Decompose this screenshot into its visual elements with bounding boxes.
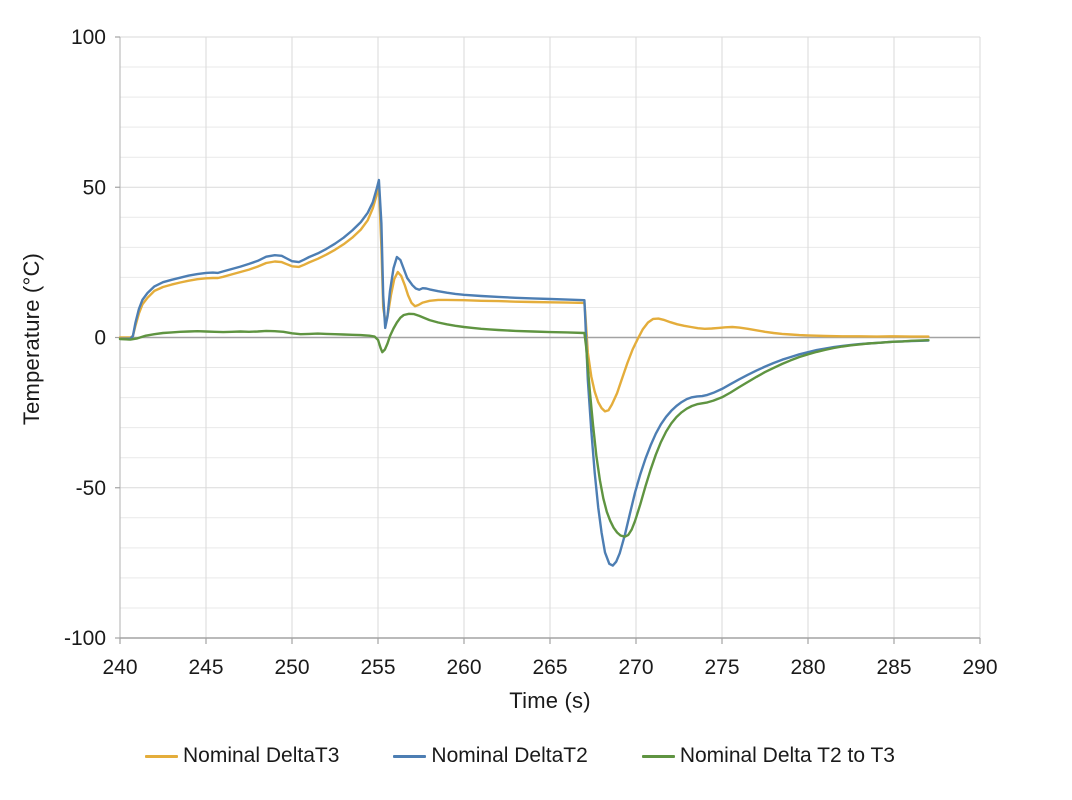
x-tick-label: 260 — [446, 656, 481, 679]
x-tick-label: 240 — [102, 656, 137, 679]
y-tick-label: -50 — [76, 477, 106, 500]
legend-swatch-deltat2 — [393, 754, 427, 758]
series-line-nominal-delta-t2-to-t3 — [118, 312, 930, 538]
x-tick-label: 265 — [532, 656, 567, 679]
x-tick-label: 275 — [704, 656, 739, 679]
y-tick-label: 0 — [94, 327, 106, 350]
y-tick-label: 100 — [71, 26, 106, 49]
x-tick-label: 285 — [876, 656, 911, 679]
series-line-nominal-deltat3 — [118, 184, 930, 413]
x-tick-label: 245 — [188, 656, 223, 679]
x-tick-label: 290 — [962, 656, 997, 679]
legend-swatch-delta-t2-to-t3 — [641, 754, 675, 758]
chart-legend: Nominal DeltaT3 Nominal DeltaT2 Nominal … — [0, 744, 1040, 768]
legend-label-deltat3: Nominal DeltaT3 — [183, 744, 340, 767]
x-tick-label: 255 — [360, 656, 395, 679]
x-tick-label: 280 — [790, 656, 825, 679]
x-tick-label: 250 — [274, 656, 309, 679]
legend-entry: Nominal DeltaT2 — [393, 744, 588, 768]
legend-label-deltat2: Nominal DeltaT2 — [431, 744, 588, 767]
legend-swatch-deltat3 — [145, 754, 178, 758]
y-axis-title: Temperature (°C) — [19, 252, 44, 426]
series-line-nominal-deltat2 — [118, 178, 930, 567]
y-tick-label: -100 — [64, 627, 106, 650]
x-tick-label: 270 — [618, 656, 653, 679]
legend-label-delta-t2-to-t3: Nominal Delta T2 to T3 — [679, 744, 895, 767]
y-tick-label: 50 — [83, 176, 106, 199]
legend-entry: Nominal DeltaT3 — [145, 744, 339, 768]
legend-entry: Nominal Delta T2 to T3 — [641, 744, 895, 768]
x-axis-title: Time (s) — [509, 688, 591, 713]
